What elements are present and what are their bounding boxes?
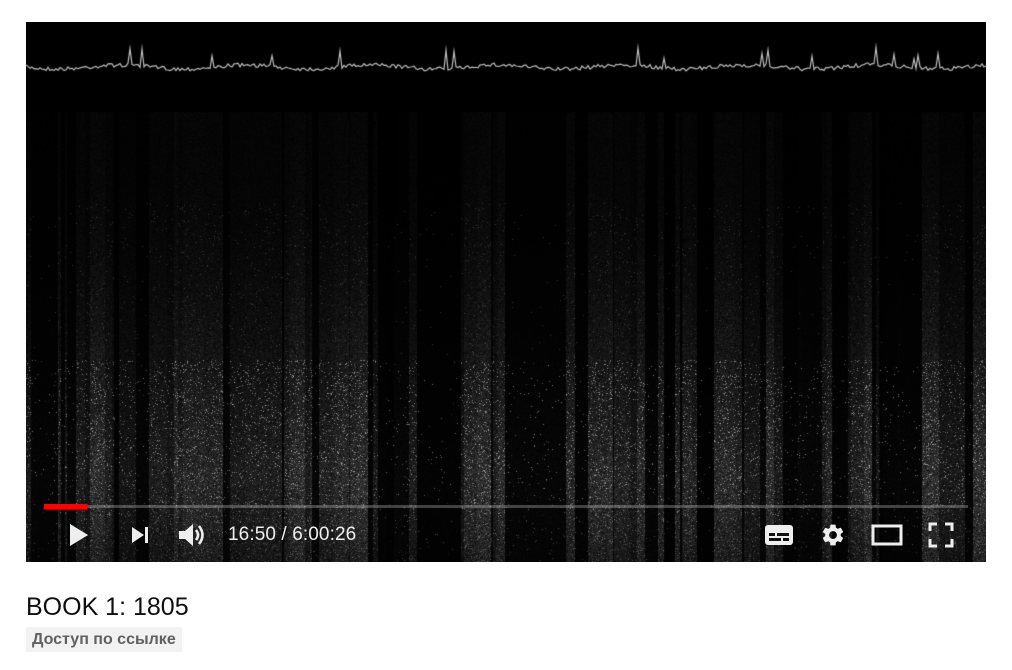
video-player[interactable]: 16:50 / 6:00:26 [26, 22, 986, 562]
volume-button[interactable] [170, 514, 214, 556]
progress-played [44, 504, 88, 509]
time-separator: / [276, 524, 293, 545]
theater-mode-button[interactable] [865, 514, 909, 556]
next-icon [132, 527, 148, 543]
duration: 6:00:26 [292, 524, 357, 545]
play-icon [70, 524, 88, 546]
player-controls: 16:50 / 6:00:26 [26, 514, 986, 556]
next-button[interactable] [118, 514, 162, 556]
progress-bar[interactable] [44, 504, 968, 509]
subtitles-icon [765, 525, 793, 545]
video-title: BOOK 1: 1805 [26, 593, 189, 621]
gear-icon [822, 524, 844, 546]
progress-track[interactable] [44, 505, 968, 508]
spectrogram-video-frame[interactable] [26, 22, 986, 562]
time-display: 16:50 / 6:00:26 [228, 514, 356, 556]
visibility-badge: Доступ по ссылке [26, 627, 182, 652]
volume-icon [179, 524, 204, 546]
settings-button[interactable] [811, 514, 855, 556]
subtitles-button[interactable] [757, 514, 801, 556]
current-time: 16:50 [228, 524, 277, 545]
play-button[interactable] [56, 514, 100, 556]
fullscreen-icon [928, 522, 954, 548]
fullscreen-button[interactable] [919, 514, 963, 556]
theater-mode-icon [871, 524, 903, 546]
